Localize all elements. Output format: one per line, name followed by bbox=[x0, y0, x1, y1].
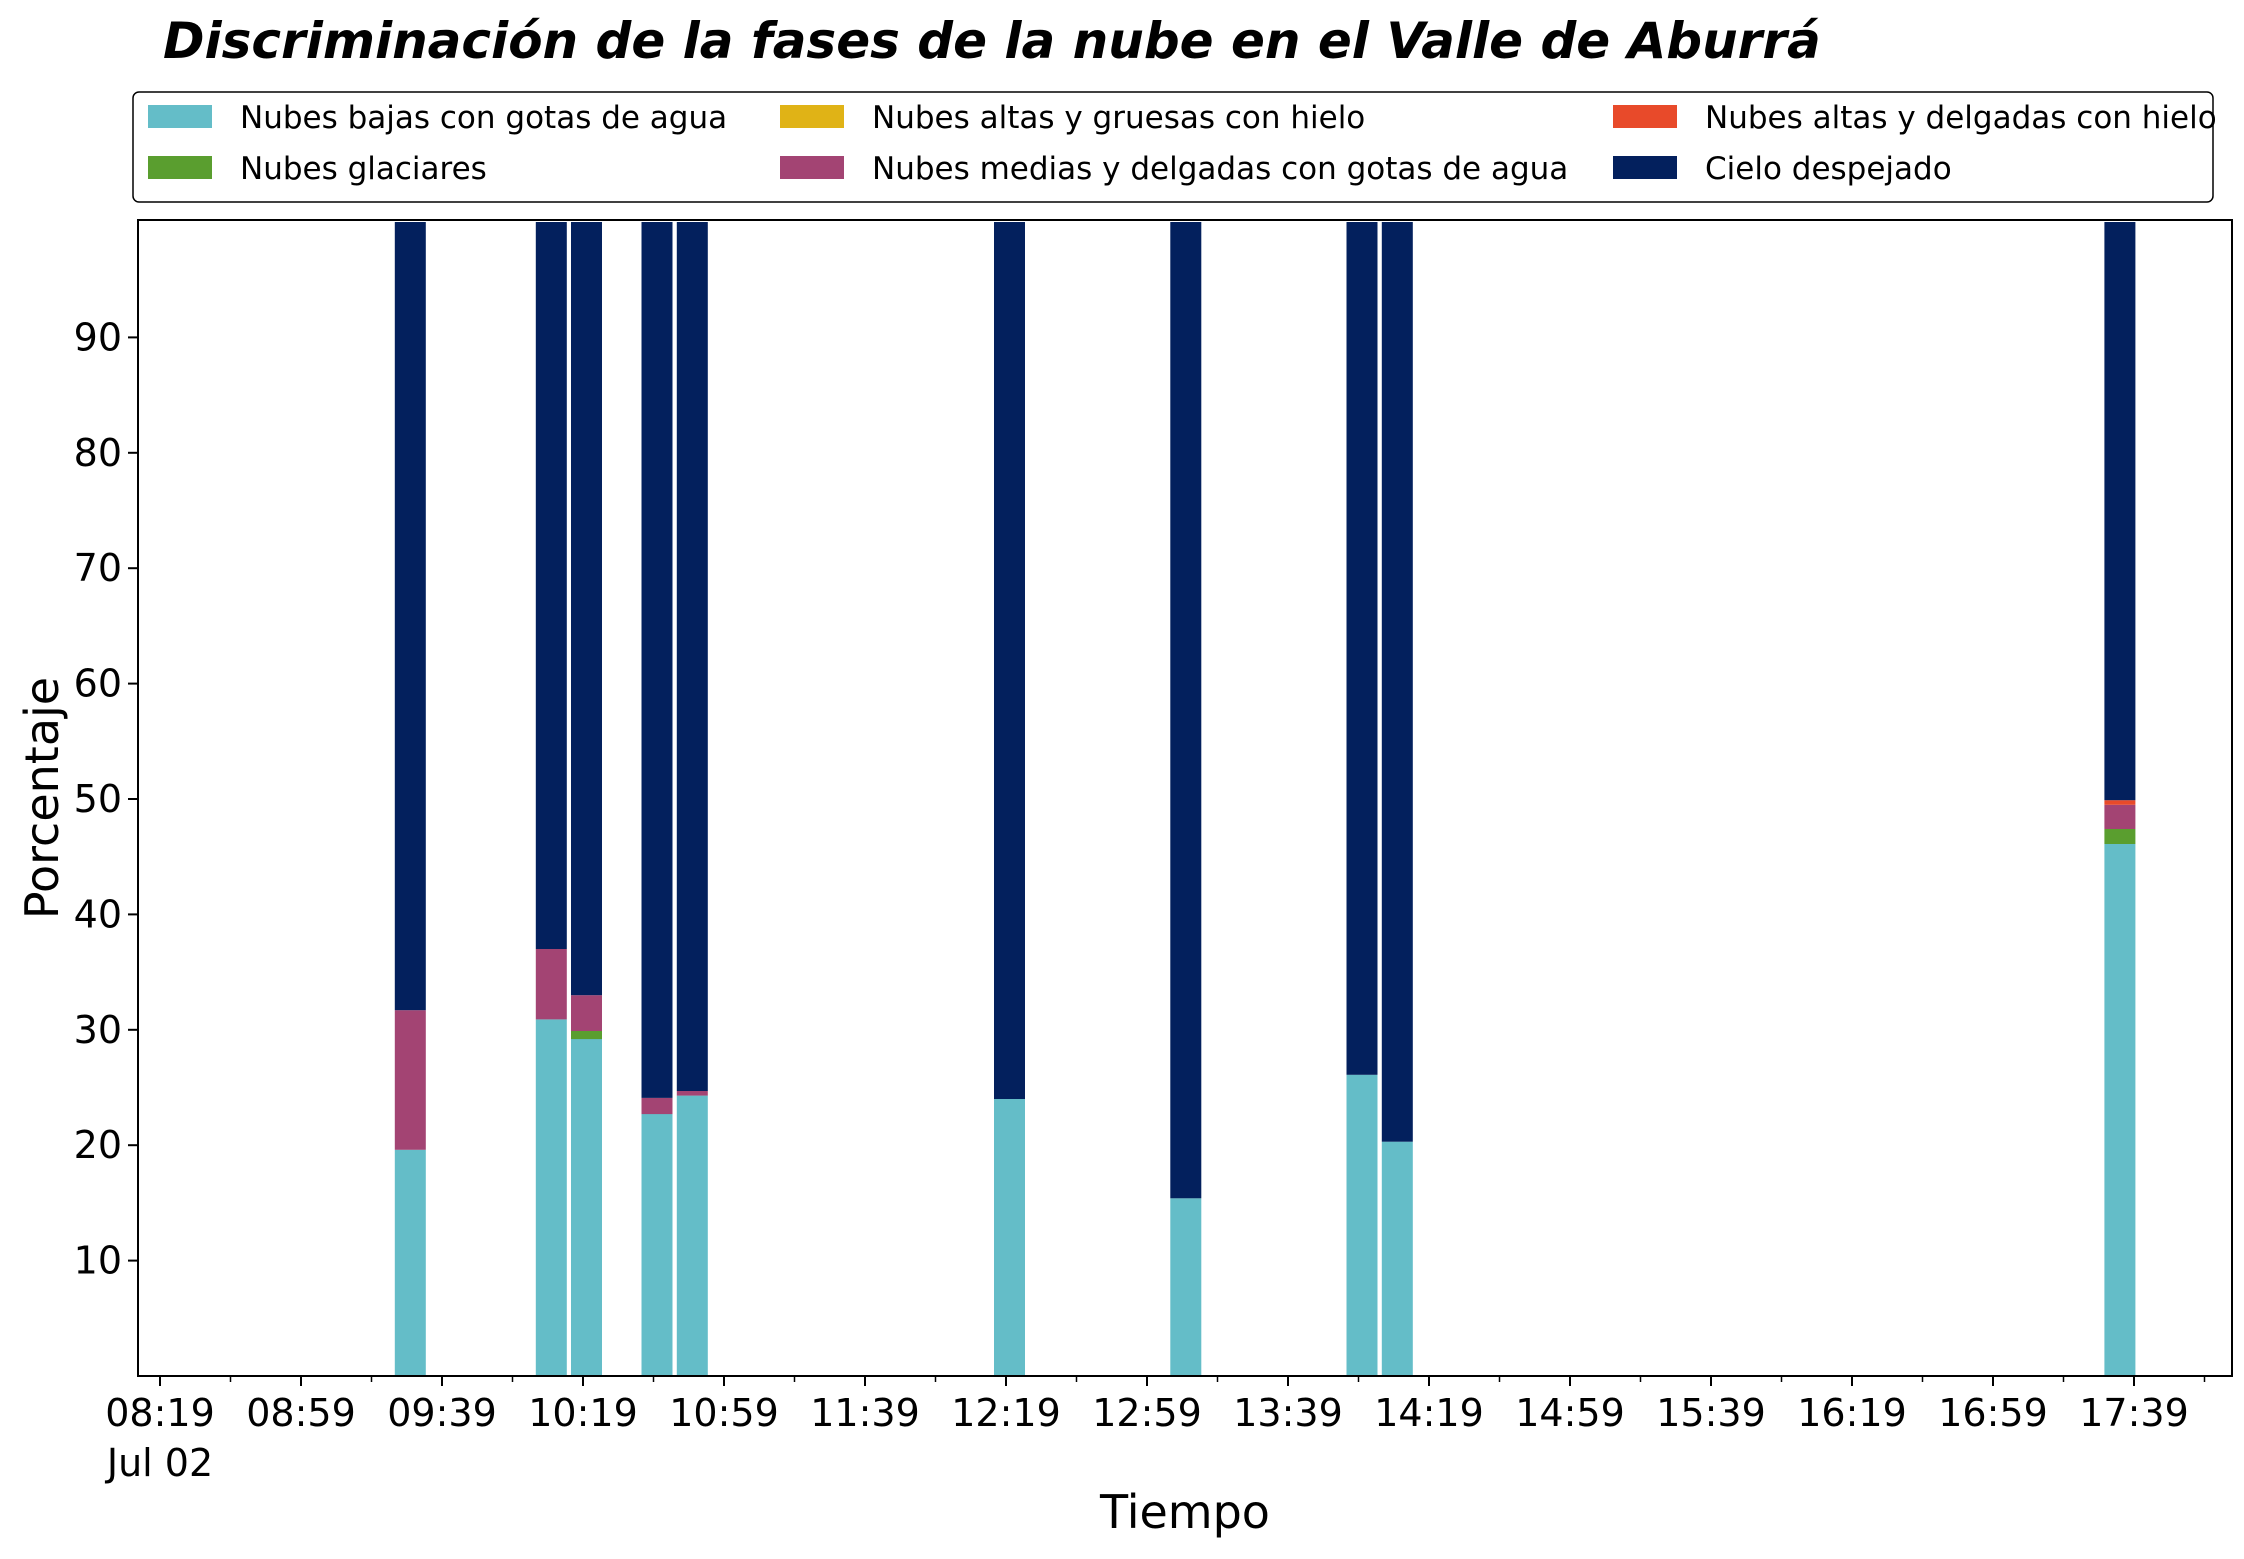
x-tick-label: 14:59 bbox=[1515, 1391, 1625, 1435]
y-tick-label: 80 bbox=[74, 431, 122, 475]
bar-segment bbox=[994, 1099, 1025, 1376]
x-axis: 08:19 08:59 09:39 10:19 10:59 11:39 12:19 12:59… bbox=[105, 1376, 2206, 1485]
bar-segment bbox=[394, 1149, 426, 1376]
legend-entries: Nubes bajas con gotas de agua Nubes glaci… bbox=[148, 100, 2217, 187]
x-tick-label: 09:39 bbox=[387, 1391, 497, 1435]
legend-label: Nubes medias y delgadas con gotas de agu… bbox=[872, 151, 1568, 187]
bar-segment bbox=[1381, 222, 1413, 1142]
bar-segment bbox=[1346, 1074, 1378, 1376]
bar-segment bbox=[2104, 222, 2136, 801]
bar-segment bbox=[2104, 844, 2136, 1376]
bar-segment bbox=[641, 1097, 673, 1115]
y-tick-label: 30 bbox=[74, 1008, 122, 1052]
x-tick-label: 17:39 bbox=[2079, 1391, 2189, 1435]
bar-segment bbox=[1346, 222, 1378, 1075]
bar-segment bbox=[1381, 1141, 1413, 1376]
x-tick-label: 13:39 bbox=[1233, 1391, 1343, 1435]
y-tick-label: 10 bbox=[74, 1239, 122, 1283]
bar-segment bbox=[1170, 222, 1202, 1199]
x-tick-label: 12:59 bbox=[1092, 1391, 1202, 1435]
y-tick-label: 90 bbox=[74, 315, 122, 359]
legend-swatch bbox=[148, 156, 212, 179]
x-tick-label: 10:59 bbox=[669, 1391, 779, 1435]
legend-item: Cielo despejado bbox=[1613, 151, 1952, 187]
legend: Nubes bajas con gotas de agua Nubes glaci… bbox=[132, 91, 2217, 203]
bar-segment bbox=[676, 1095, 708, 1376]
legend-swatch bbox=[780, 156, 844, 179]
x-tick-label: 11:39 bbox=[810, 1391, 920, 1435]
bar-segment bbox=[2104, 829, 2136, 844]
legend-swatch bbox=[780, 105, 844, 128]
x-tick-label: 08:59 bbox=[246, 1391, 356, 1435]
bar-segment bbox=[394, 222, 426, 1011]
legend-swatch bbox=[1613, 156, 1677, 179]
legend-label: Nubes glaciares bbox=[240, 151, 487, 187]
legend-item: Nubes bajas con gotas de agua bbox=[148, 100, 727, 136]
bar-segment bbox=[571, 995, 602, 1031]
bar-segment bbox=[2104, 800, 2136, 805]
bar-segment bbox=[641, 222, 673, 1098]
x-tick-label: 15:39 bbox=[1656, 1391, 1766, 1435]
x-tick-label: 08:19 bbox=[105, 1391, 215, 1435]
bar-segment bbox=[571, 1039, 602, 1376]
legend-frame bbox=[132, 91, 2214, 203]
bar-segment bbox=[571, 1031, 602, 1040]
x-tick-label: 12:19 bbox=[951, 1391, 1061, 1435]
bar-segment bbox=[571, 222, 602, 996]
legend-label: Nubes altas y delgadas con hielo bbox=[1705, 100, 2217, 136]
bar-segment bbox=[1170, 1198, 1202, 1376]
chart-title: Discriminación de la fases de la nube en… bbox=[163, 12, 1821, 70]
legend-item: Nubes medias y delgadas con gotas de agu… bbox=[780, 151, 1568, 187]
y-axis-label: Porcentaje bbox=[15, 677, 69, 919]
bar-segment bbox=[2104, 804, 2136, 829]
bar-segment bbox=[676, 1091, 708, 1096]
legend-label: Nubes altas y gruesas con hielo bbox=[872, 100, 1365, 136]
legend-swatch bbox=[1613, 105, 1677, 128]
y-tick-label: 40 bbox=[74, 892, 122, 936]
legend-swatch bbox=[148, 105, 212, 128]
legend-item: Nubes altas y gruesas con hielo bbox=[780, 100, 1365, 136]
x-tick-label: 16:19 bbox=[1797, 1391, 1907, 1435]
bars bbox=[394, 222, 2136, 1376]
y-tick-label: 50 bbox=[74, 777, 122, 821]
x-tick-label: 16:59 bbox=[1938, 1391, 2048, 1435]
bar-segment bbox=[535, 949, 567, 1020]
y-tick-label: 60 bbox=[74, 662, 122, 706]
bar-segment bbox=[394, 1010, 426, 1150]
bar-segment bbox=[994, 222, 1025, 1099]
legend-item: Nubes glaciares bbox=[148, 151, 487, 187]
legend-label: Cielo despejado bbox=[1705, 151, 1952, 187]
bar-segment bbox=[641, 1114, 673, 1376]
x-axis-label: Tiempo bbox=[1099, 1485, 1270, 1539]
x-tick-date-label: Jul 02 bbox=[105, 1441, 213, 1485]
legend-label: Nubes bajas con gotas de agua bbox=[240, 100, 727, 136]
bar-segment bbox=[535, 1019, 567, 1376]
y-axis: 10 20 30 40 50 60 70 80 90 bbox=[74, 315, 138, 1283]
bar-segment bbox=[535, 222, 567, 949]
x-tick-label: 14:19 bbox=[1374, 1391, 1484, 1435]
legend-item: Nubes altas y delgadas con hielo bbox=[1613, 100, 2217, 136]
y-tick-label: 70 bbox=[74, 546, 122, 590]
y-tick-label: 20 bbox=[74, 1123, 122, 1167]
bar-segment bbox=[676, 222, 708, 1091]
x-tick-label: 10:19 bbox=[528, 1391, 638, 1435]
